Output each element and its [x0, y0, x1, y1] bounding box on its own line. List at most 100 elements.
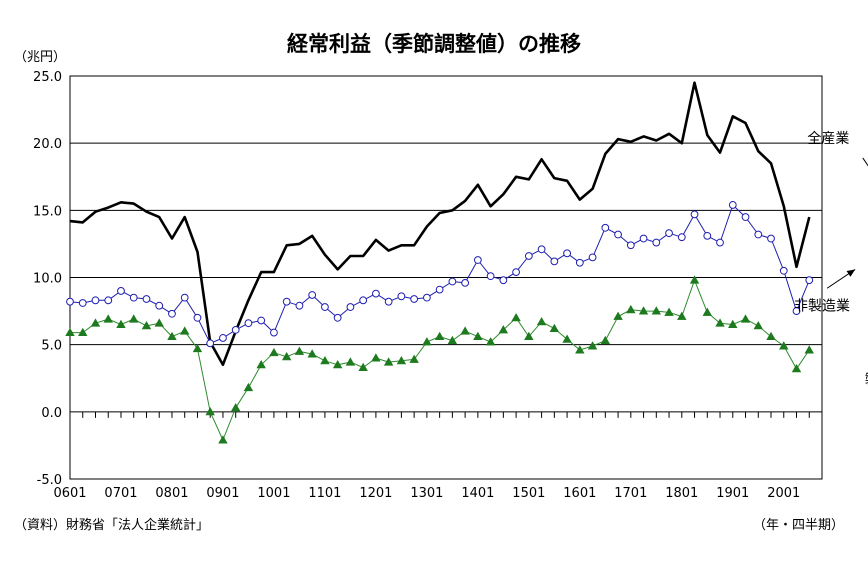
x-tick-label: 1001	[257, 486, 290, 501]
data-point-mfg	[638, 306, 649, 315]
data-point-mfg	[434, 331, 445, 341]
data-point-mfg	[498, 325, 509, 334]
data-point-nonmfg	[601, 223, 610, 232]
data-point-mfg	[562, 334, 572, 343]
data-point-mfg	[511, 312, 521, 322]
x-tick-label: 0801	[155, 486, 188, 501]
data-point-mfg	[536, 317, 547, 326]
data-point-nonmfg	[461, 278, 470, 287]
data-point-nonmfg	[155, 301, 164, 310]
data-point-mfg	[307, 349, 317, 358]
data-point-nonmfg	[104, 296, 113, 305]
data-point-mfg	[728, 319, 738, 328]
data-point-mfg	[90, 318, 101, 327]
data-point-mfg	[243, 382, 254, 392]
data-point-nonmfg	[117, 287, 125, 295]
data-point-mfg	[447, 335, 458, 345]
data-point-mfg	[345, 357, 356, 366]
data-point-nonmfg	[512, 268, 521, 277]
data-point-nonmfg	[537, 245, 546, 254]
data-point-nonmfg	[91, 296, 100, 305]
data-point-nonmfg	[422, 293, 431, 302]
data-point-mfg	[371, 353, 381, 362]
data-point-nonmfg	[473, 256, 482, 264]
series-label-all: 全産業	[807, 130, 849, 147]
data-point-nonmfg	[257, 316, 266, 325]
x-tick-label: 1101	[308, 486, 341, 501]
data-point-mfg	[269, 347, 279, 357]
data-point-mfg	[677, 311, 687, 320]
y-tick-label: 25.0	[33, 70, 62, 85]
data-point-nonmfg	[805, 276, 814, 285]
series-arrowhead-nonmfg	[846, 269, 856, 277]
data-point-mfg	[651, 306, 662, 315]
annotation-layer: 全産業非製造業製造業	[794, 130, 868, 389]
data-point-mfg	[575, 345, 585, 354]
data-point-nonmfg	[614, 230, 622, 239]
data-point-mfg	[396, 355, 407, 365]
data-point-nonmfg	[180, 293, 189, 302]
data-point-nonmfg	[665, 229, 673, 238]
data-point-nonmfg	[295, 301, 304, 310]
data-point-nonmfg	[308, 291, 317, 299]
data-point-nonmfg	[371, 289, 380, 298]
data-point-nonmfg	[282, 297, 291, 306]
data-point-mfg	[664, 307, 674, 316]
data-point-mfg	[409, 354, 419, 363]
series-line-all	[69, 81, 811, 367]
data-point-nonmfg	[410, 295, 419, 303]
x-tick-label: 1501	[512, 486, 545, 501]
data-point-nonmfg	[588, 253, 597, 262]
x-tick-label: 1301	[410, 486, 443, 501]
data-point-nonmfg	[524, 252, 533, 260]
y-tick-label: 10.0	[33, 272, 62, 287]
x-tick-label: 0701	[104, 486, 137, 501]
data-point-nonmfg	[359, 296, 368, 305]
data-point-mfg	[65, 327, 75, 337]
y-tick-label: 15.0	[33, 204, 62, 219]
data-point-nonmfg	[677, 233, 686, 242]
data-point-mfg	[689, 275, 700, 284]
x-tick-label: 1201	[359, 486, 392, 501]
data-point-nonmfg	[767, 234, 775, 243]
data-point-nonmfg	[435, 285, 444, 294]
series-arrow-all	[862, 157, 868, 167]
data-point-nonmfg	[575, 258, 584, 267]
data-point-mfg	[460, 326, 470, 335]
data-point-nonmfg	[168, 309, 176, 318]
series-label-nonmfg: 非製造業	[794, 299, 850, 315]
data-point-mfg	[294, 346, 305, 355]
data-point-nonmfg	[639, 234, 648, 243]
data-point-mfg	[473, 331, 483, 341]
y-tick-label: 5.0	[41, 339, 62, 354]
data-point-nonmfg	[716, 238, 724, 247]
x-tick-label: 1401	[461, 486, 494, 501]
data-point-mfg	[332, 360, 343, 369]
x-axis-unit-label: （年・四半期）	[752, 518, 844, 533]
data-point-mfg	[766, 331, 776, 341]
data-point-nonmfg	[652, 238, 661, 247]
data-point-nonmfg	[690, 210, 699, 219]
data-point-nonmfg	[384, 297, 393, 306]
data-point-mfg	[702, 307, 713, 316]
data-point-mfg	[804, 345, 814, 354]
data-point-nonmfg	[193, 313, 202, 322]
data-point-mfg	[485, 337, 496, 346]
data-point-nonmfg	[66, 297, 74, 306]
data-point-nonmfg	[219, 334, 227, 342]
data-point-nonmfg	[129, 293, 138, 302]
data-point-mfg	[753, 321, 763, 330]
data-point-mfg	[524, 331, 534, 341]
x-tick-label: 1601	[563, 486, 596, 501]
data-point-nonmfg	[244, 319, 253, 328]
data-point-mfg	[320, 355, 330, 365]
data-point-mfg	[116, 319, 126, 328]
data-point-nonmfg	[754, 230, 763, 239]
x-tick-label: 0601	[53, 486, 86, 501]
series-layer	[65, 81, 814, 444]
data-point-mfg	[600, 335, 611, 345]
data-point-mfg	[358, 362, 368, 371]
series-label-mfg: 製造業	[865, 373, 868, 389]
